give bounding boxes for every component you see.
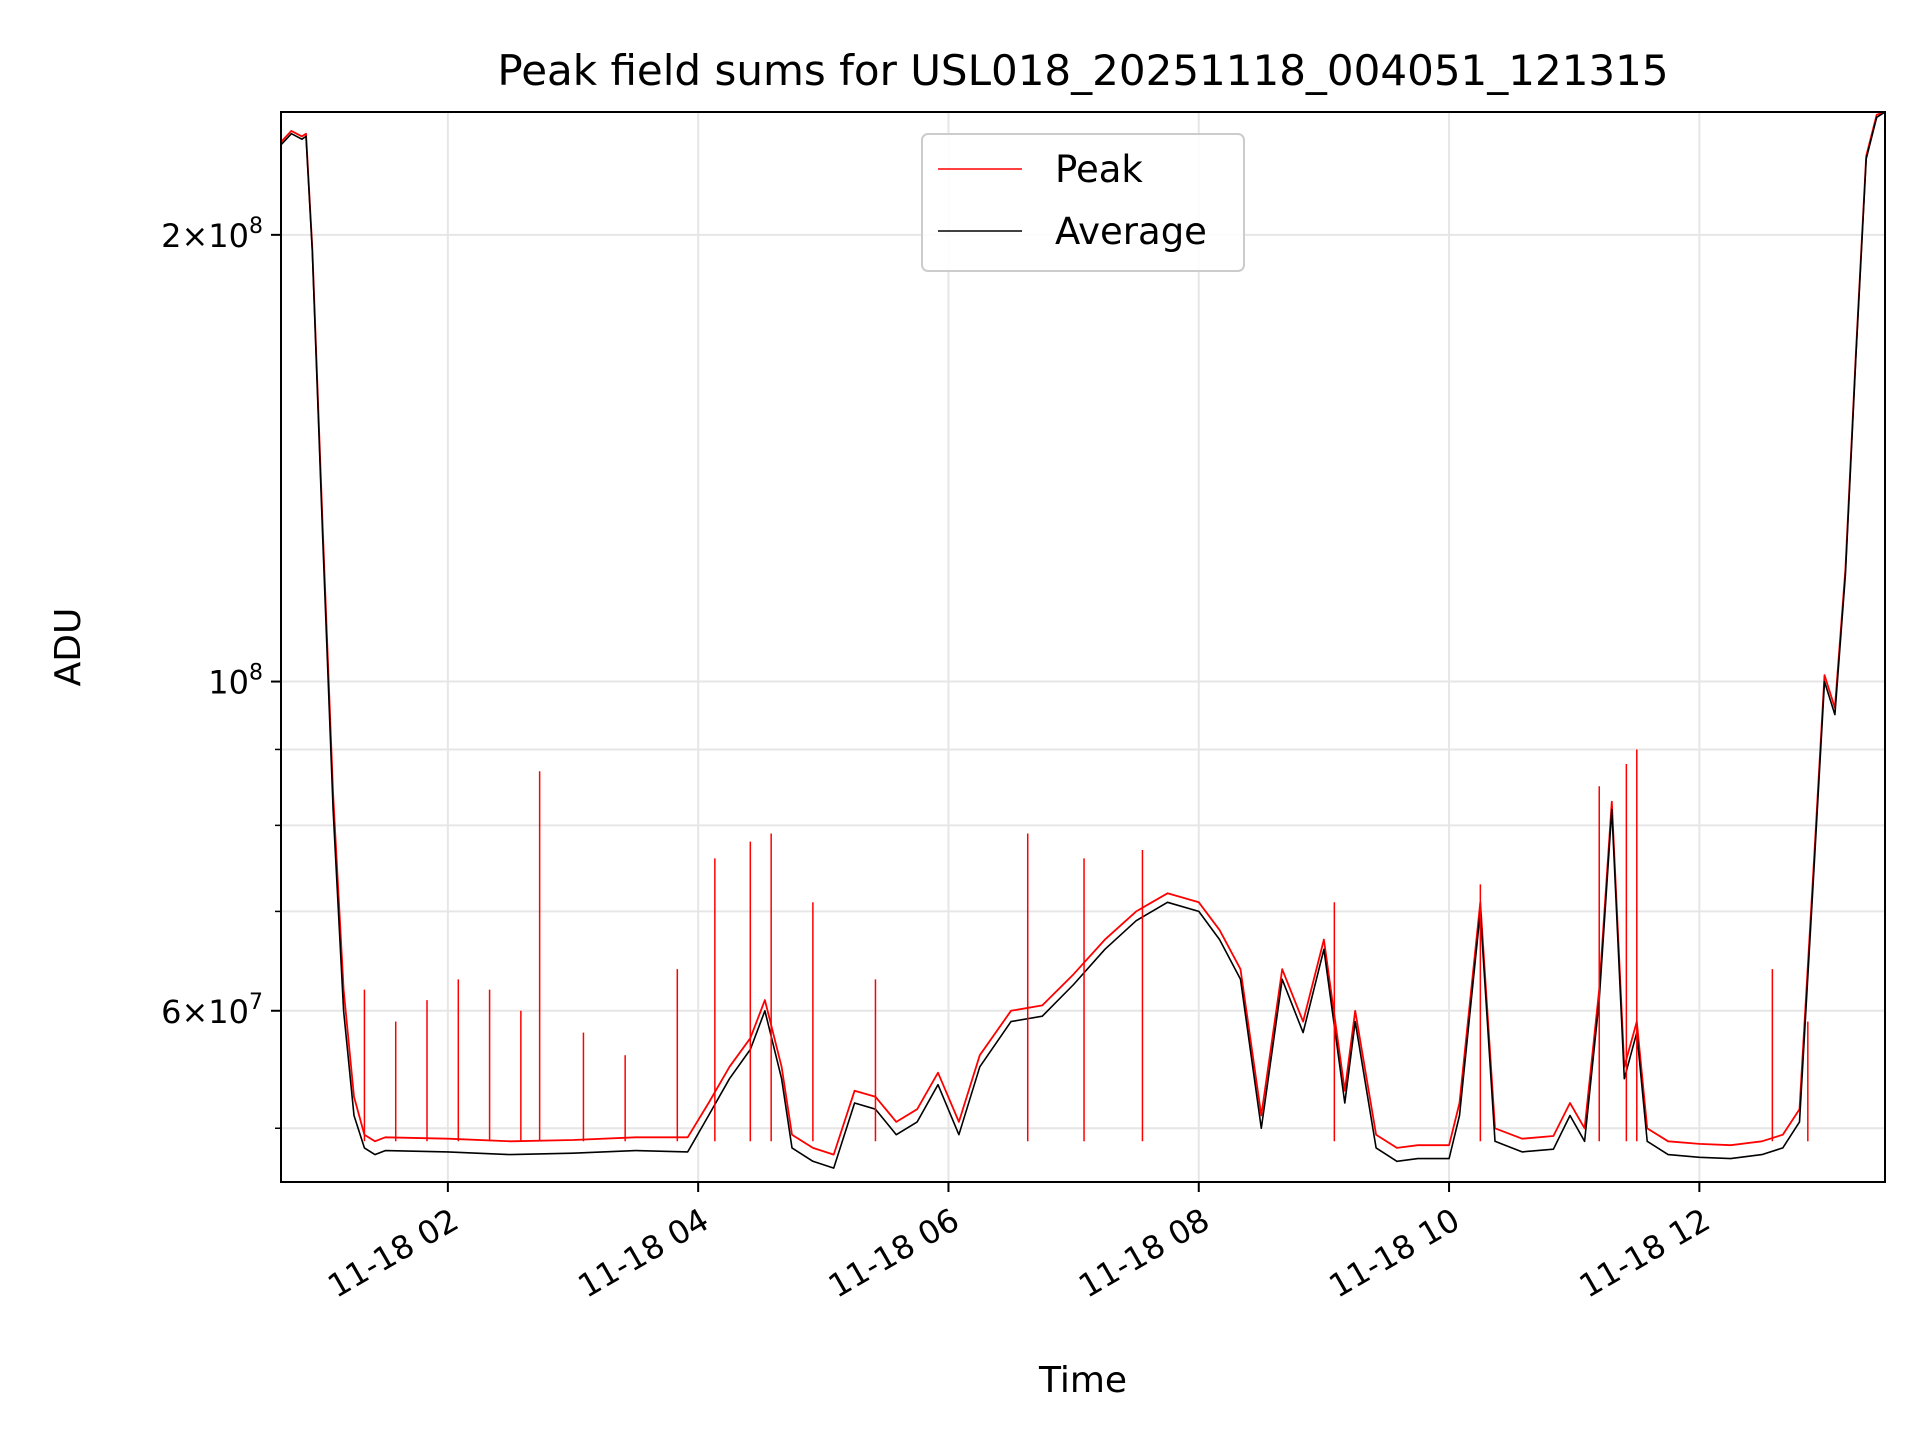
plot-frame xyxy=(280,111,1886,1183)
y-tick-label: 108 xyxy=(208,661,263,702)
legend-label-peak: Peak xyxy=(1055,148,1143,191)
legend-label-average: Average xyxy=(1055,210,1207,253)
grid xyxy=(281,112,1885,1182)
chart-title: Peak field sums for USL018_20251118_0040… xyxy=(497,46,1668,95)
x-axis-label: Time xyxy=(1038,1360,1127,1401)
y-axis-ticks: 6×107 108 2×108 xyxy=(161,214,281,1130)
plot-series xyxy=(281,112,1885,1169)
y-axis-label: ADU xyxy=(48,608,89,687)
legend: Peak Average xyxy=(921,133,1245,272)
y-tick-label: 2×108 xyxy=(161,214,263,255)
series-line-average xyxy=(281,112,1885,1169)
y-tick-label: 6×107 xyxy=(161,990,263,1031)
